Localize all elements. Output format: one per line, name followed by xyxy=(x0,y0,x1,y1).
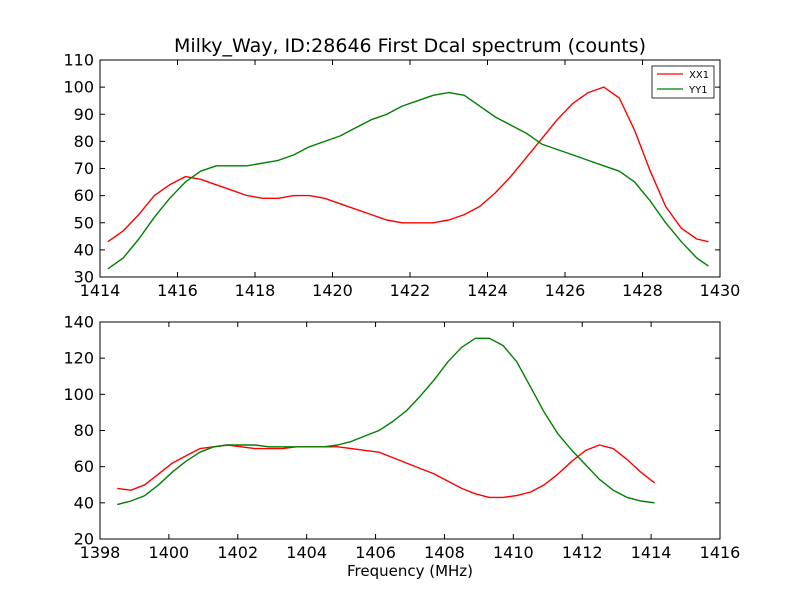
bottom-panel: 1398 1400 1402 1404 1406 1408 1410 1412 1414 1416… xyxy=(63,313,740,563)
legend-label-xx1: XX1 xyxy=(689,70,709,81)
top-x-tick-label: 1420 xyxy=(312,281,353,300)
bottom-axis-ticks: 1398 1400 1402 1404 1406 1408 1410 1412 1414 1416… xyxy=(63,313,740,563)
top-y-tick-label: 110 xyxy=(63,51,94,70)
top-y-tick-label: 60 xyxy=(74,186,94,205)
top-x-tick-label: 1422 xyxy=(390,281,431,300)
top-x-tick-label: 1430 xyxy=(700,281,741,300)
legend-box xyxy=(651,65,715,99)
top-series-lines xyxy=(107,86,709,270)
bottom-y-tick-label: 60 xyxy=(74,457,94,476)
top-x-tick-label: 1418 xyxy=(235,281,276,300)
bottom-x-tick-label: 1398 xyxy=(80,543,121,562)
bottom-x-tick-label: 1402 xyxy=(217,543,258,562)
bottom-y-tick-label: 80 xyxy=(74,421,94,440)
bottom-x-tick-label: 1404 xyxy=(286,543,327,562)
top-x-tick-label: 1416 xyxy=(157,281,198,300)
bottom-y-tick-label: 100 xyxy=(63,385,94,404)
x-axis-label: Frequency (MHz) xyxy=(347,562,473,580)
top-y-tick-label: 80 xyxy=(74,132,94,151)
chart-title: Milky_Way, ID:28646 First Dcal spectrum … xyxy=(174,35,646,57)
bottom-y-tick-label: 120 xyxy=(63,349,94,368)
bottom-y-tick-label: 40 xyxy=(74,493,94,512)
top-axis-ticks: 1414 1416 1418 1420 1422 1424 1426 1428 1430 30 40… xyxy=(63,51,740,301)
bottom-series-line-xx1 xyxy=(117,444,656,499)
bottom-x-tick-label: 1408 xyxy=(424,543,465,562)
top-y-tick-label: 30 xyxy=(74,268,94,287)
legend: XX1 YY1 xyxy=(651,65,715,99)
bottom-x-tick-label: 1410 xyxy=(493,543,534,562)
bottom-series-lines xyxy=(117,337,656,506)
top-y-tick-label: 70 xyxy=(74,159,94,178)
bottom-series-line-yy1 xyxy=(117,337,655,506)
top-y-tick-label: 50 xyxy=(74,213,94,232)
bottom-y-tick-label: 140 xyxy=(63,313,94,332)
top-series-line-yy1 xyxy=(107,91,709,270)
top-y-tick-label: 90 xyxy=(74,105,94,124)
top-panel: 1414 1416 1418 1420 1422 1424 1426 1428 1430 30 40… xyxy=(63,51,740,301)
bottom-y-tick-label: 20 xyxy=(74,530,94,549)
top-x-tick-label: 1426 xyxy=(545,281,586,300)
top-y-tick-label: 40 xyxy=(74,240,94,259)
bottom-x-tick-label: 1406 xyxy=(355,543,396,562)
top-x-tick-label: 1428 xyxy=(622,281,663,300)
bottom-x-tick-label: 1412 xyxy=(562,543,603,562)
bottom-x-tick-label: 1416 xyxy=(700,543,741,562)
top-x-tick-label: 1424 xyxy=(467,281,508,300)
top-x-tick-label: 1414 xyxy=(80,281,121,300)
bottom-x-tick-label: 1400 xyxy=(149,543,190,562)
top-y-tick-label: 100 xyxy=(63,78,94,97)
legend-label-yy1: YY1 xyxy=(688,85,708,96)
bottom-x-tick-label: 1414 xyxy=(631,543,672,562)
top-series-line-xx1 xyxy=(107,86,709,243)
